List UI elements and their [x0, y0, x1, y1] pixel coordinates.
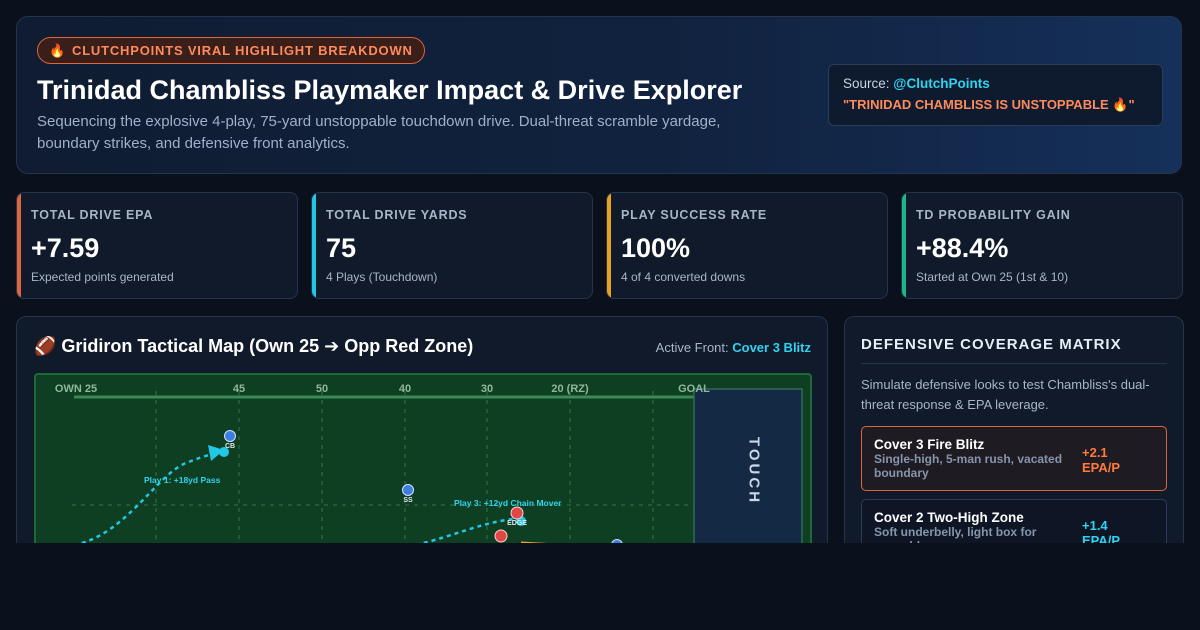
badge-label: CLUTCHPOINTS VIRAL HIGHLIGHT BREAKDOWN — [72, 43, 413, 58]
defender-edge-marker[interactable] — [510, 506, 524, 520]
page-bottom — [0, 543, 1200, 630]
stat-card-td-probability: TD PROBABILITY GAIN +88.4% Started at Ow… — [901, 192, 1183, 299]
viral-badge: 🔥 CLUTCHPOINTS VIRAL HIGHLIGHT BREAKDOWN — [37, 37, 425, 64]
play-route-1[interactable] — [73, 450, 224, 547]
coverage-option-cover3[interactable]: Cover 3 Fire Blitz Single-high, 5-man ru… — [861, 426, 1167, 491]
active-front-value[interactable]: Cover 3 Blitz — [732, 340, 811, 355]
gridiron-field[interactable]: TOUCH OWN 25 45 50 40 30 20 (RZ) GOAL Pl… — [34, 373, 812, 555]
stat-label: PLAY SUCCESS RATE — [621, 208, 768, 222]
coverage-desc: Single-high, 5-man rush, vacated boundar… — [874, 452, 1063, 480]
defender-ss-marker[interactable] — [402, 484, 414, 496]
active-front-label: Active Front: — [655, 340, 729, 355]
page-subtitle: Sequencing the explosive 4-play, 75-yard… — [37, 113, 721, 152]
divider — [861, 363, 1167, 364]
fire-icon: 🔥 — [49, 42, 66, 58]
source-card: Source: @ClutchPoints "TRINIDAD CHAMBLIS… — [828, 64, 1163, 126]
coverage-matrix-panel: DEFENSIVE COVERAGE MATRIX Simulate defen… — [844, 316, 1184, 556]
yard-label: GOAL — [678, 383, 710, 395]
stat-desc: 4 of 4 converted downs — [621, 270, 746, 284]
yard-labels: OWN 25 45 50 40 30 20 (RZ) GOAL — [55, 383, 710, 395]
stat-card-success-rate: PLAY SUCCESS RATE 100% 4 of 4 converted … — [606, 192, 888, 299]
stat-card-epa: TOTAL DRIVE EPA +7.59 Expected points ge… — [16, 192, 298, 299]
yard-lines — [72, 391, 694, 555]
play-label-1: Play 1: +18yd Pass — [144, 475, 221, 485]
hero-header: 🔥 CLUTCHPOINTS VIRAL HIGHLIGHT BREAKDOWN… — [16, 16, 1182, 174]
yard-label: 20 (RZ) — [551, 383, 589, 395]
source-line: Source: @ClutchPoints — [843, 76, 1148, 91]
stat-label: TOTAL DRIVE EPA — [31, 208, 154, 222]
stat-value: +88.4% — [916, 233, 1009, 263]
stat-desc: Started at Own 25 (1st & 10) — [916, 270, 1069, 284]
end-zone-label: TOUCH — [746, 437, 763, 505]
stat-label: TOTAL DRIVE YARDS — [326, 208, 468, 222]
map-title: 🏈 Gridiron Tactical Map (Own 25 ➔ Opp Re… — [34, 336, 474, 356]
active-front: Active Front: Cover 3 Blitz — [656, 340, 811, 355]
stat-value: 100% — [621, 233, 691, 263]
source-handle-link[interactable]: @ClutchPoints — [893, 76, 990, 91]
stat-label: TD PROBABILITY GAIN — [916, 208, 1071, 222]
player-label: SS — [403, 497, 413, 504]
yard-label: 45 — [233, 383, 245, 395]
defender-cb-marker[interactable] — [224, 430, 236, 442]
stat-value: 75 — [326, 233, 357, 263]
defender-rusher-marker[interactable] — [494, 529, 508, 543]
play-label-3: Play 3: +12yd Chain Mover — [454, 498, 562, 508]
field-svg: TOUCH OWN 25 45 50 40 30 20 (RZ) GOAL Pl… — [55, 383, 803, 555]
coverage-epa: +2.1 EPA/P — [1082, 445, 1121, 475]
coverage-name: Cover 3 Fire Blitz — [874, 437, 985, 452]
yard-label: 30 — [481, 383, 493, 395]
player-label: CB — [225, 443, 235, 450]
yard-label: OWN 25 — [55, 383, 97, 395]
coverage-name: Cover 2 Two-High Zone — [874, 510, 1024, 525]
source-label: Source: — [843, 76, 890, 91]
tactical-map-panel: 🏈 Gridiron Tactical Map (Own 25 ➔ Opp Re… — [16, 316, 828, 556]
player-label: EDGE — [507, 520, 527, 527]
end-zone — [693, 388, 803, 555]
matrix-title: DEFENSIVE COVERAGE MATRIX — [861, 336, 1122, 353]
stat-desc: 4 Plays (Touchdown) — [326, 270, 438, 284]
ball-carrier-marker — [219, 447, 229, 457]
stat-desc: Expected points generated — [31, 270, 174, 284]
yard-label: 50 — [316, 383, 328, 395]
source-quote: "TRINIDAD CHAMBLISS IS UNSTOPPABLE 🔥" — [843, 97, 1135, 112]
page-title: Trinidad Chambliss Playmaker Impact & Dr… — [37, 75, 743, 105]
yard-label: 40 — [399, 383, 411, 395]
stat-card-yards: TOTAL DRIVE YARDS 75 4 Plays (Touchdown) — [311, 192, 593, 299]
stat-value: +7.59 — [31, 233, 100, 263]
matrix-desc: Simulate defensive looks to test Chambli… — [861, 377, 1150, 412]
